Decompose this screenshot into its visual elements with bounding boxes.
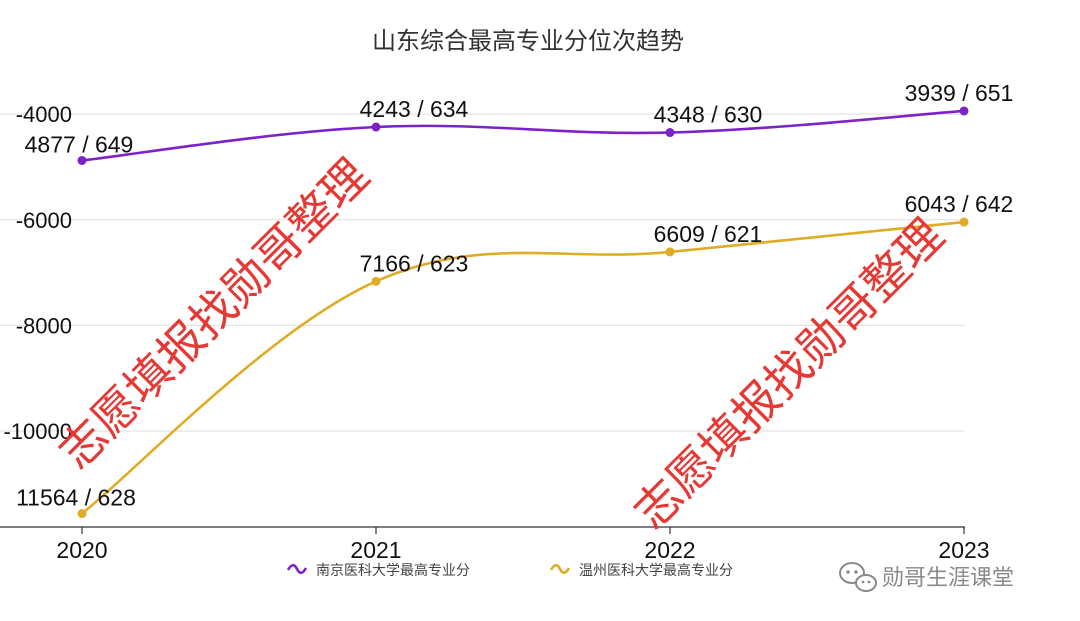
data-point[interactable] [371,122,381,132]
data-label: 7166 / 623 [360,250,469,276]
data-labels: 4877 / 649 4243 / 634 4348 / 630 3939 / 651… [16,80,1013,511]
legend-label: 南京医科大学最高专业分 [316,562,470,579]
data-point[interactable] [665,247,675,257]
x-tick-label: 2022 [644,537,695,563]
legend-item[interactable]: 温州医科大学最高专业分 [549,562,733,579]
watermark-right: 志愿填报找勋哥整理 [623,208,954,539]
data-point[interactable] [77,155,87,165]
data-point[interactable] [665,128,675,138]
data-label: 4877 / 649 [25,131,134,157]
x-tick-label: 2021 [350,537,401,563]
watermark-left: 志愿填报找勋哥整理 [48,148,379,479]
data-point[interactable] [371,276,381,286]
data-point[interactable] [959,217,969,227]
y-tick-label: -10000 [3,419,72,444]
svg-text:志愿填报找勋哥整理: 志愿填报找勋哥整理 [48,148,379,479]
wechat-icon [839,562,877,592]
x-axis: 2020 2021 2022 2023 [0,526,990,563]
chart-title: 山东综合最高专业分位次趋势 [372,27,684,55]
y-tick-label: -8000 [16,313,72,338]
x-tick-label: 2023 [938,537,989,563]
data-point[interactable] [959,106,969,116]
data-label: 6609 / 621 [654,221,763,247]
series-line [81,220,965,515]
series-line [81,109,965,162]
x-tick-label: 2020 [56,537,107,563]
data-label: 11564 / 628 [16,485,136,511]
data-label: 4243 / 634 [360,96,469,122]
data-label: 4348 / 630 [654,102,763,128]
y-axis: -4000 -6000 -8000 -10000 [3,102,72,444]
source-label: 勋哥生涯课堂 [882,566,1014,591]
data-point[interactable] [77,509,87,519]
data-label: 3939 / 651 [905,80,1014,106]
legend-label: 温州医科大学最高专业分 [579,562,733,579]
source-badge: 勋哥生涯课堂 [839,562,1014,592]
svg-text:志愿填报找勋哥整理: 志愿填报找勋哥整理 [623,208,954,539]
y-tick-label: -4000 [16,102,72,127]
data-label: 6043 / 642 [905,191,1014,217]
legend[interactable]: 南京医科大学最高专业分 温州医科大学最高专业分 [286,562,733,579]
legend-item[interactable]: 南京医科大学最高专业分 [286,562,470,579]
grid [0,113,965,432]
series-layer [77,106,969,519]
legend-swatch [549,563,571,575]
legend-swatch [286,563,308,575]
y-tick-label: -6000 [16,208,72,233]
